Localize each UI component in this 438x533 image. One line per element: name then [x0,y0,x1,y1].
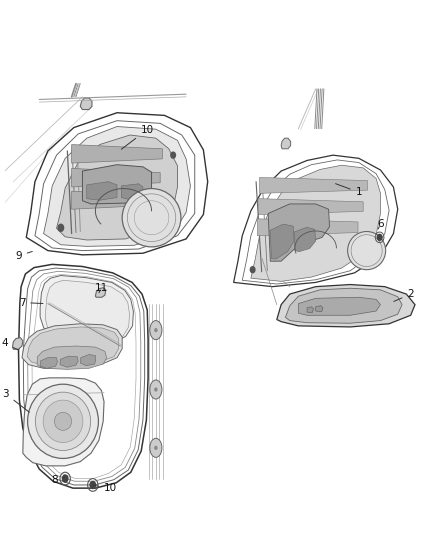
Polygon shape [43,126,191,246]
Polygon shape [259,199,363,215]
Ellipse shape [250,266,256,273]
Text: 8: 8 [51,475,64,484]
Text: 11: 11 [95,282,109,293]
Polygon shape [27,327,119,366]
Polygon shape [72,191,156,209]
Text: 7: 7 [19,297,43,308]
Text: 9: 9 [15,251,32,261]
Polygon shape [298,297,381,316]
Polygon shape [23,378,104,466]
Ellipse shape [28,384,99,458]
Polygon shape [80,354,96,366]
Ellipse shape [154,328,158,332]
Polygon shape [45,280,130,343]
Ellipse shape [348,231,385,270]
Text: 1: 1 [336,184,362,197]
Ellipse shape [170,151,176,159]
Polygon shape [294,227,316,252]
Polygon shape [80,98,92,110]
Ellipse shape [150,380,162,399]
Text: 6: 6 [377,219,384,229]
Polygon shape [72,168,160,187]
Ellipse shape [43,400,83,442]
Polygon shape [37,346,106,369]
Polygon shape [87,182,117,200]
Ellipse shape [54,413,72,430]
Polygon shape [22,324,122,368]
Polygon shape [260,177,367,193]
Polygon shape [316,306,323,312]
Ellipse shape [150,438,162,457]
Polygon shape [40,276,134,345]
Text: 4: 4 [1,338,18,350]
Polygon shape [281,138,291,149]
Polygon shape [72,144,162,163]
Polygon shape [277,285,415,327]
Polygon shape [268,204,329,261]
Ellipse shape [122,189,181,247]
Ellipse shape [57,223,64,232]
Polygon shape [82,165,152,204]
Ellipse shape [154,446,158,450]
Polygon shape [286,288,402,323]
Polygon shape [95,288,106,297]
Ellipse shape [62,474,69,483]
Polygon shape [57,135,177,240]
Ellipse shape [150,320,162,340]
Text: 10: 10 [121,125,154,149]
Polygon shape [258,219,358,236]
Ellipse shape [35,392,91,450]
Polygon shape [251,165,381,281]
Polygon shape [12,337,23,349]
Polygon shape [60,356,78,367]
Ellipse shape [377,233,383,241]
Text: 3: 3 [2,389,29,412]
Ellipse shape [154,387,158,392]
Polygon shape [121,184,143,200]
Text: 10: 10 [94,483,117,493]
Polygon shape [307,307,314,313]
Ellipse shape [89,481,96,489]
Polygon shape [40,358,57,368]
Polygon shape [270,224,294,259]
Text: 2: 2 [394,289,414,302]
